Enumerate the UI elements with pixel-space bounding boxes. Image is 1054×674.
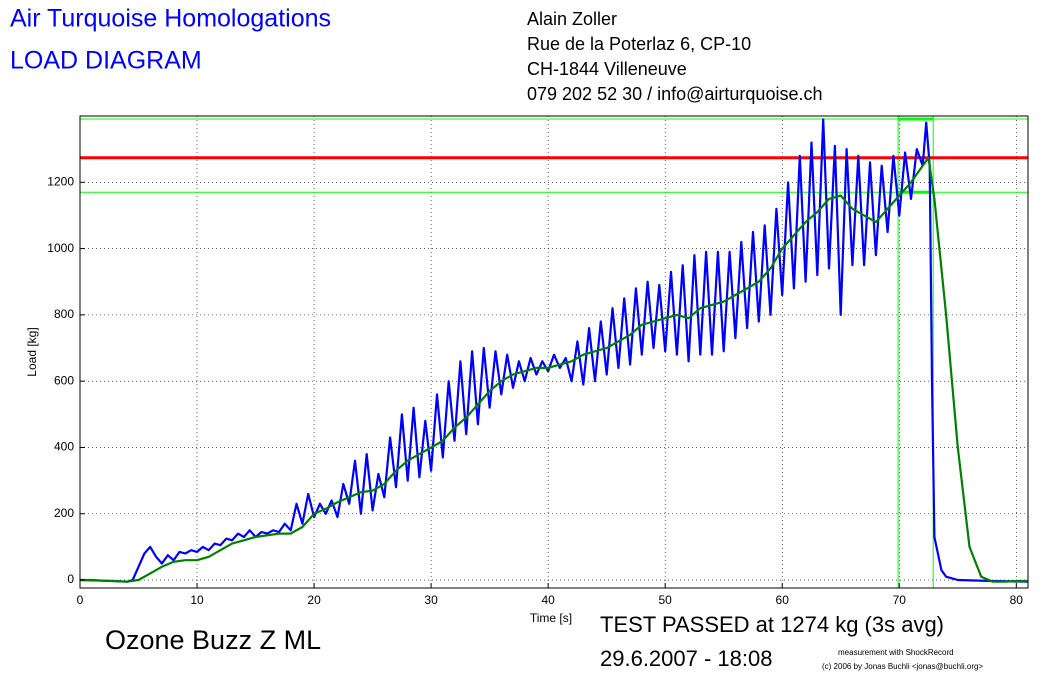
- x-tick-label: 10: [190, 593, 204, 607]
- address-line: 079 202 52 30 / info@airturquoise.ch: [527, 84, 822, 104]
- glider-name: Ozone Buzz Z ML: [105, 625, 321, 655]
- plot-frame: [79, 115, 1029, 589]
- data-line: [80, 118, 1028, 583]
- date: 29.6.2007 - 18:08: [600, 646, 772, 671]
- credit: measurement with ShockRecord: [838, 648, 954, 657]
- y-tick-label: 1000: [47, 241, 74, 255]
- address-line: Rue de la Poterlaz 6, CP-10: [527, 34, 751, 54]
- y-tick-label: 600: [54, 373, 74, 387]
- address-line: Alain Zoller: [527, 9, 617, 29]
- x-axis-label: Time [s]: [530, 611, 572, 625]
- x-tick-label: 70: [893, 593, 907, 607]
- credit: (c) 2006 by Jonas Buchli <jonas@buchli.o…: [822, 662, 983, 671]
- x-tick-label: 50: [659, 593, 673, 607]
- address-line: CH-1844 Villeneuve: [527, 59, 687, 79]
- y-tick-label: 200: [54, 506, 74, 520]
- result: TEST PASSED at 1274 kg (3s avg): [600, 612, 944, 637]
- x-tick-label: 60: [776, 593, 790, 607]
- plot-area: [80, 116, 1028, 588]
- x-tick-label: 80: [1010, 593, 1024, 607]
- chart-subtitle: LOAD DIAGRAM: [10, 47, 202, 75]
- chart-title: Air Turquoise Homologations: [10, 5, 331, 33]
- y-tick-label: 400: [54, 440, 74, 454]
- data-line: [80, 156, 1028, 583]
- x-tick-label: 30: [424, 593, 438, 607]
- x-tick-label: 40: [541, 593, 555, 607]
- x-tick-label: 20: [307, 593, 321, 607]
- y-tick-label: 1200: [47, 174, 74, 188]
- y-axis-label: Load [kg]: [25, 327, 39, 376]
- y-tick-label: 0: [67, 572, 74, 586]
- x-tick-label: 0: [77, 593, 84, 607]
- y-tick-label: 800: [54, 307, 74, 321]
